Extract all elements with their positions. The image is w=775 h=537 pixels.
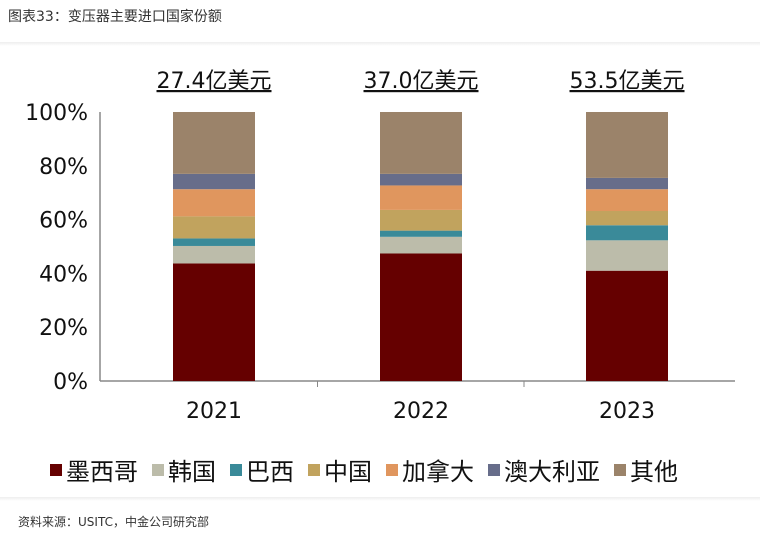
legend-swatch bbox=[308, 463, 320, 476]
legend-item: 韩国 bbox=[152, 452, 216, 487]
legend-swatch bbox=[230, 463, 242, 476]
y-tick-label: 60% bbox=[39, 209, 88, 234]
legend-item: 加拿大 bbox=[386, 452, 474, 487]
x-tick-label: 2021 bbox=[186, 399, 242, 424]
legend-item: 巴西 bbox=[230, 452, 294, 487]
legend-label: 巴西 bbox=[246, 458, 294, 486]
legend-label: 澳大利亚 bbox=[504, 458, 600, 486]
bar-segment-2022-6 bbox=[380, 112, 462, 174]
bar-segment-2023-4 bbox=[586, 189, 668, 211]
bar-total-label: 37.0亿美元 bbox=[364, 69, 479, 94]
legend-item: 墨西哥 bbox=[50, 452, 138, 487]
legend-label: 墨西哥 bbox=[66, 458, 138, 486]
bar-total-label: 27.4亿美元 bbox=[157, 69, 272, 94]
bar-segment-2021-3 bbox=[173, 216, 255, 239]
legend-swatch bbox=[614, 463, 626, 476]
divider bbox=[0, 497, 760, 501]
legend-item: 其他 bbox=[614, 452, 678, 487]
bar-segment-2021-0 bbox=[173, 263, 255, 381]
legend-label: 韩国 bbox=[168, 458, 216, 486]
legend-item: 澳大利亚 bbox=[488, 452, 600, 487]
legend-swatch bbox=[50, 463, 62, 476]
bar-segment-2022-5 bbox=[380, 173, 462, 186]
legend: 墨西哥 韩国 巴西 中国 加拿大 澳大利亚 其他 bbox=[50, 452, 678, 487]
y-tick-label: 80% bbox=[39, 155, 88, 180]
bar-segment-2022-0 bbox=[380, 253, 462, 381]
y-tick-label: 20% bbox=[39, 316, 88, 341]
x-tick-label: 2023 bbox=[599, 399, 655, 424]
bar-total-label: 53.5亿美元 bbox=[570, 69, 685, 94]
source-note: 资料来源：USITC，中金公司研究部 bbox=[18, 515, 209, 529]
y-tick-label: 0% bbox=[53, 370, 88, 395]
bar-segment-2023-3 bbox=[586, 210, 668, 226]
legend-swatch bbox=[386, 463, 398, 476]
bar-segment-2021-4 bbox=[173, 189, 255, 217]
bar-segment-2023-5 bbox=[586, 177, 668, 190]
bar-segment-2023-1 bbox=[586, 240, 668, 271]
legend-item: 中国 bbox=[308, 452, 372, 487]
legend-swatch bbox=[152, 463, 164, 476]
bar-segment-2021-5 bbox=[173, 173, 255, 190]
bar-segment-2022-2 bbox=[380, 230, 462, 237]
bar-segment-2021-2 bbox=[173, 238, 255, 246]
bar-segment-2022-3 bbox=[380, 209, 462, 231]
figure-title: 图表33：变压器主要进口国家份额 bbox=[8, 9, 222, 25]
x-tick-label: 2022 bbox=[393, 399, 449, 424]
legend-label: 其他 bbox=[630, 458, 678, 486]
bar-segment-2021-6 bbox=[173, 112, 255, 174]
y-tick-label: 40% bbox=[39, 262, 88, 287]
legend-label: 加拿大 bbox=[402, 458, 474, 486]
divider bbox=[0, 42, 760, 46]
y-tick-label: 100% bbox=[25, 101, 88, 126]
bar-segment-2023-0 bbox=[586, 270, 668, 381]
bar-segment-2023-6 bbox=[586, 112, 668, 178]
legend-swatch bbox=[488, 463, 500, 476]
bar-segment-2022-4 bbox=[380, 185, 462, 210]
bar-segment-2023-2 bbox=[586, 225, 668, 241]
legend-label: 中国 bbox=[324, 458, 372, 486]
stacked-bar-chart: 0% 20% 40% 60% 80% 100% 2021 27.4亿美元 2022 37.0亿美元… bbox=[25, 69, 735, 424]
bar-segment-2021-1 bbox=[173, 245, 255, 264]
bar-segment-2022-1 bbox=[380, 236, 462, 254]
